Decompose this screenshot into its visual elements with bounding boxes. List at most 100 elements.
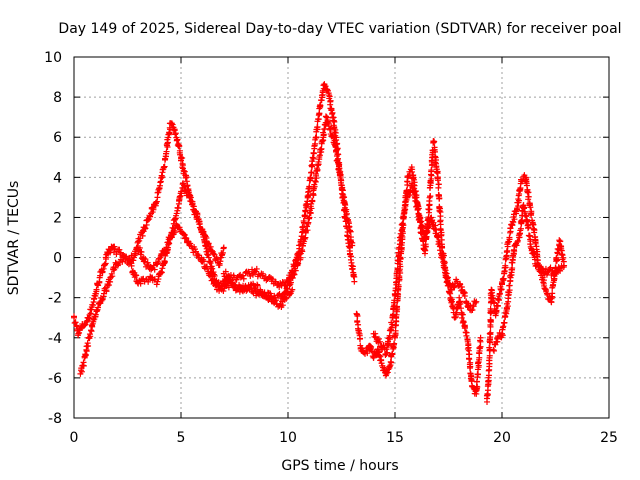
data-point: [558, 264, 565, 271]
data-point: [470, 303, 477, 310]
data-point: [169, 121, 176, 128]
data-point: [525, 224, 532, 231]
data-point: [172, 216, 179, 223]
data-point: [308, 169, 315, 176]
data-point: [532, 256, 538, 263]
data-point: [128, 262, 135, 269]
data-point: [356, 335, 363, 342]
data-point: [557, 267, 564, 274]
series-track-a: [71, 120, 227, 339]
data-point: [231, 281, 238, 288]
data-point: [327, 97, 334, 104]
data-point: [473, 298, 480, 305]
data-point: [173, 210, 180, 217]
data-point: [75, 330, 82, 337]
data-point: [311, 183, 318, 190]
data-point: [188, 198, 195, 205]
data-point: [95, 282, 102, 289]
data-point: [92, 311, 99, 318]
data-point: [172, 131, 179, 138]
data-point: [299, 246, 306, 253]
data-point: [460, 288, 467, 295]
data-point: [335, 166, 342, 173]
data-point: [81, 322, 88, 329]
data-point: [469, 306, 476, 313]
plot-frame: [73, 56, 610, 419]
y-tick-label: 6: [53, 130, 62, 146]
data-point: [463, 332, 470, 339]
data-point: [292, 267, 299, 274]
x-tick-label: 10: [279, 430, 297, 446]
data-point: [390, 341, 397, 348]
data-point: [295, 260, 302, 267]
data-point: [318, 145, 325, 152]
data-point: [309, 197, 316, 204]
data-point: [349, 242, 356, 249]
data-point: [409, 168, 416, 175]
data-point: [466, 356, 473, 363]
data-point: [309, 161, 316, 168]
data-point: [525, 225, 532, 232]
data-point: [348, 259, 355, 266]
data-point: [317, 102, 324, 109]
data-point: [314, 123, 321, 130]
data-point: [178, 190, 185, 197]
data-point: [168, 120, 175, 127]
data-point: [95, 304, 102, 311]
series-track-i: [490, 202, 565, 354]
data-point: [150, 262, 157, 269]
data-point: [509, 265, 516, 272]
data-point: [528, 210, 535, 217]
data-point: [435, 233, 442, 240]
data-point: [389, 321, 396, 328]
data-point: [386, 363, 393, 370]
data-point: [436, 207, 443, 214]
x-tick-label: 20: [493, 430, 511, 446]
x-tick-label: 5: [177, 430, 186, 446]
data-point: [308, 205, 315, 212]
data-point: [211, 251, 218, 258]
chart-title: Day 149 of 2025, Sidereal Day-to-day VTE…: [58, 21, 621, 37]
data-point: [383, 346, 390, 353]
data-point: [89, 323, 96, 330]
data-point: [252, 268, 259, 275]
data-point: [304, 194, 311, 201]
data-point: [466, 365, 473, 372]
data-point: [220, 288, 227, 295]
data-point: [347, 234, 354, 241]
data-point: [103, 287, 110, 294]
y-tick-label: 0: [53, 251, 62, 267]
data-point: [375, 335, 382, 342]
data-point: [451, 283, 458, 290]
data-point: [207, 260, 214, 267]
data-point: [513, 242, 520, 249]
data-point: [80, 359, 87, 366]
data-point: [510, 219, 517, 226]
data-point: [119, 258, 126, 265]
data-point: [190, 203, 197, 210]
data-point: [527, 204, 534, 211]
data-point: [511, 216, 518, 223]
data-point: [192, 248, 199, 255]
data-point: [372, 350, 379, 357]
data-point: [431, 146, 438, 153]
data-point: [247, 272, 254, 279]
data-point: [179, 154, 186, 161]
data-point: [441, 264, 448, 271]
y-tick-label: 2: [53, 210, 62, 226]
data-point: [417, 215, 424, 222]
data-point: [240, 272, 247, 279]
data-point: [144, 217, 151, 224]
data-point: [153, 281, 160, 288]
data-markers: [71, 81, 568, 405]
data-point: [166, 130, 173, 137]
data-point: [254, 282, 261, 289]
data-point: [205, 254, 212, 261]
data-point: [433, 226, 440, 233]
data-point: [78, 368, 85, 375]
data-point: [496, 290, 503, 297]
data-point: [549, 290, 556, 297]
data-point: [494, 295, 501, 302]
grid-lines: [74, 57, 609, 418]
data-point: [459, 311, 466, 318]
